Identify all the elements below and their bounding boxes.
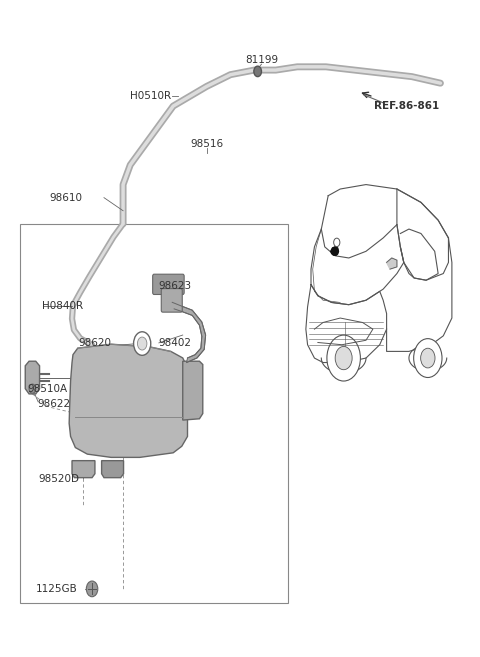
Text: 98516: 98516	[190, 139, 223, 149]
Text: 98623: 98623	[159, 281, 192, 291]
Text: 98610: 98610	[49, 193, 82, 202]
Text: 98620: 98620	[78, 338, 111, 348]
Circle shape	[254, 66, 262, 77]
Text: H0510R: H0510R	[130, 91, 171, 101]
Text: 98520D: 98520D	[38, 474, 79, 484]
FancyBboxPatch shape	[161, 288, 182, 312]
Text: REF.86-861: REF.86-861	[373, 101, 439, 111]
Circle shape	[334, 238, 340, 246]
Text: 98510A: 98510A	[28, 384, 68, 394]
Polygon shape	[331, 247, 338, 256]
Polygon shape	[102, 461, 123, 478]
Circle shape	[327, 335, 360, 381]
FancyBboxPatch shape	[153, 274, 184, 294]
Circle shape	[335, 346, 352, 370]
Text: 98622: 98622	[37, 399, 70, 409]
Polygon shape	[183, 361, 203, 420]
Text: 98402: 98402	[159, 338, 192, 348]
Circle shape	[420, 348, 435, 368]
Circle shape	[133, 332, 151, 355]
Circle shape	[29, 384, 36, 394]
Bar	[21, 224, 288, 603]
Text: 81199: 81199	[245, 55, 278, 65]
Text: 1125GB: 1125GB	[36, 584, 77, 594]
Circle shape	[414, 338, 442, 378]
Text: H0840R: H0840R	[42, 301, 83, 311]
Polygon shape	[386, 258, 397, 269]
Polygon shape	[72, 461, 95, 478]
Circle shape	[86, 581, 98, 597]
Polygon shape	[25, 361, 39, 394]
Circle shape	[137, 337, 147, 350]
Polygon shape	[172, 302, 205, 363]
Polygon shape	[69, 344, 188, 457]
